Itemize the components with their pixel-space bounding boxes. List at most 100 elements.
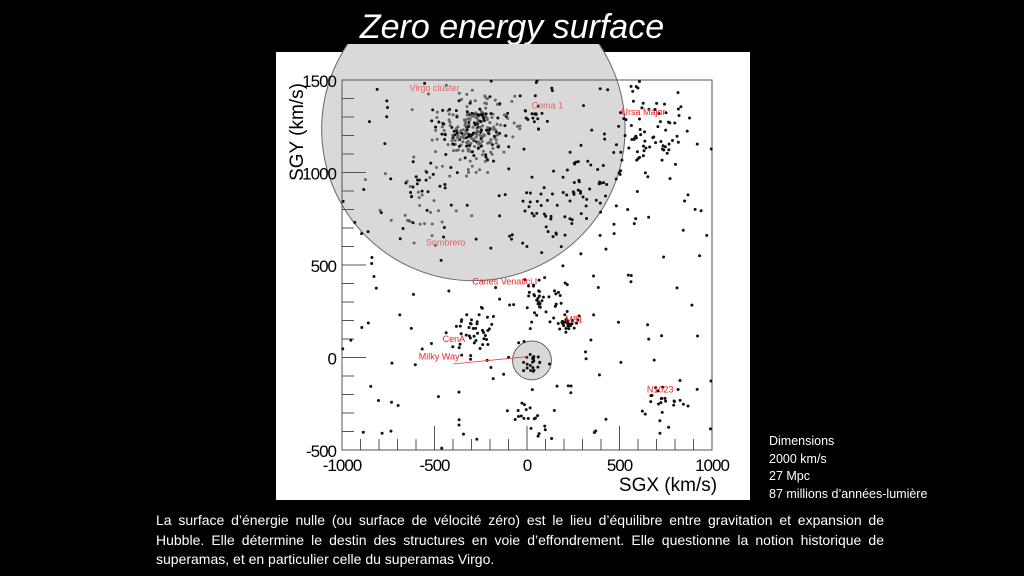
data-point — [483, 333, 487, 337]
data-point — [478, 133, 482, 137]
data-point — [536, 365, 540, 369]
data-point — [471, 131, 475, 135]
cluster-label: M81 — [565, 314, 583, 324]
data-point — [497, 194, 501, 198]
data-point — [563, 281, 567, 285]
data-point — [447, 112, 451, 116]
data-point — [429, 161, 433, 165]
data-point — [474, 111, 478, 115]
x-tick-label: -1000 — [323, 456, 362, 475]
data-point — [570, 322, 574, 326]
data-point — [464, 333, 468, 337]
data-point — [681, 402, 685, 406]
data-point — [476, 141, 480, 145]
dimensions-box: Dimensions 2000 km/s 27 Mpc 87 millions … — [769, 433, 927, 503]
data-point — [576, 318, 580, 322]
data-point — [531, 366, 535, 370]
data-point — [460, 318, 464, 322]
data-point — [568, 150, 572, 154]
data-point — [667, 142, 671, 146]
data-point — [603, 137, 607, 141]
data-point — [498, 102, 502, 106]
data-point — [633, 136, 637, 140]
data-point — [537, 294, 541, 298]
data-point — [448, 174, 452, 178]
data-point — [671, 138, 675, 142]
data-point — [667, 425, 671, 429]
data-point — [577, 314, 581, 318]
cluster-label: Sombrero — [426, 238, 466, 248]
data-point — [470, 214, 474, 218]
data-point — [688, 116, 692, 120]
y-tick-label: 0 — [328, 350, 337, 369]
cluster-label: CenA — [443, 334, 466, 344]
data-point — [477, 113, 481, 117]
data-point — [532, 293, 536, 297]
data-point — [440, 164, 444, 168]
data-point — [474, 339, 478, 343]
data-point — [479, 130, 483, 134]
data-point — [659, 401, 663, 405]
data-point — [555, 384, 559, 388]
data-point — [467, 170, 471, 174]
data-point — [487, 128, 491, 132]
data-point — [430, 234, 434, 238]
data-point — [602, 181, 606, 185]
data-point — [478, 125, 482, 129]
data-point — [473, 144, 477, 148]
data-point — [467, 121, 471, 125]
data-point — [599, 181, 603, 185]
data-point — [564, 317, 568, 321]
data-point — [512, 121, 516, 125]
data-point — [634, 217, 638, 221]
data-point — [678, 398, 682, 402]
data-point — [494, 138, 498, 142]
cluster-label: Ursa Major — [622, 107, 666, 117]
data-point — [622, 117, 626, 121]
data-point — [502, 150, 506, 154]
data-point — [695, 142, 699, 146]
data-point — [461, 128, 465, 132]
data-point — [411, 292, 415, 296]
data-point — [490, 115, 494, 119]
data-point — [482, 118, 486, 122]
data-point — [639, 133, 643, 137]
data-point — [492, 134, 496, 138]
data-point — [403, 213, 407, 217]
data-point — [444, 331, 448, 335]
data-point — [604, 247, 608, 251]
data-point — [484, 112, 488, 116]
data-point — [596, 285, 600, 289]
data-point — [536, 117, 540, 121]
data-point — [418, 222, 422, 226]
data-point — [430, 138, 434, 142]
data-point — [647, 107, 651, 111]
data-point — [508, 303, 512, 307]
data-point — [475, 129, 479, 133]
data-point — [563, 233, 567, 237]
data-point — [660, 334, 664, 338]
data-point — [411, 185, 415, 189]
data-point — [480, 153, 484, 157]
y-axis-label: SGY (km/s) — [287, 83, 308, 181]
data-point — [623, 133, 627, 137]
data-point — [429, 341, 433, 345]
data-point — [676, 91, 680, 95]
data-point — [537, 432, 541, 436]
data-point — [658, 431, 662, 435]
data-point — [469, 354, 473, 358]
data-point — [470, 114, 474, 118]
data-point — [488, 121, 492, 125]
data-point — [513, 418, 517, 422]
axis-ticks — [341, 79, 713, 451]
data-point — [519, 414, 523, 418]
data-point — [430, 222, 434, 226]
data-point — [599, 210, 603, 214]
data-point — [494, 130, 498, 134]
data-point — [432, 199, 436, 203]
data-point — [535, 199, 539, 203]
data-point — [528, 406, 532, 410]
data-point — [487, 140, 491, 144]
data-point — [440, 220, 444, 224]
data-point — [629, 123, 633, 127]
